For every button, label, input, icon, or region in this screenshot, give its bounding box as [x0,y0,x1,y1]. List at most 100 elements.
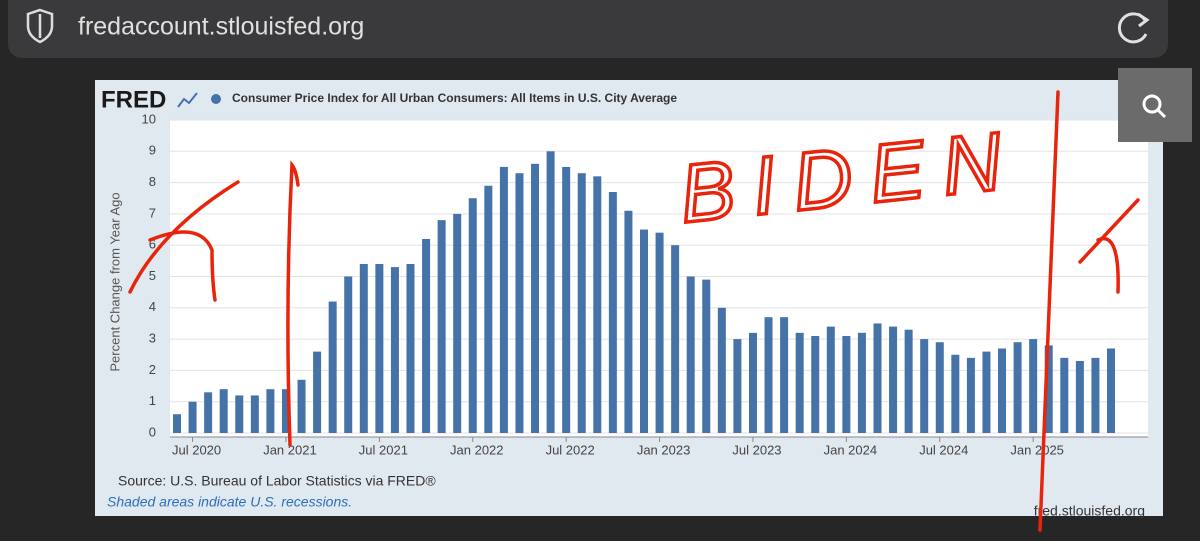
y-tick-label: 5 [149,268,156,283]
bar [406,263,415,433]
bar [375,263,384,433]
bar [733,339,742,433]
bar [219,389,228,433]
y-tick-label: 4 [149,299,156,314]
bar [889,326,898,433]
x-tick-label: Jul 2023 [732,442,781,457]
bar [344,276,353,433]
bar [764,317,773,433]
bar [577,173,586,433]
bar [297,379,306,433]
bar [204,392,213,433]
bar [188,401,197,433]
bar [640,229,648,433]
fred-logo[interactable]: FRED [101,86,166,113]
y-tick-label: 7 [149,205,156,220]
bar [266,389,275,433]
bar [422,238,431,433]
legend-label: Consumer Price Index for All Urban Consu… [232,91,677,105]
bar [281,389,290,433]
bar [1107,348,1115,433]
bar [842,335,851,433]
bar [811,335,820,433]
bar [748,332,757,433]
scribble [286,160,300,447]
logo-icon [177,92,198,108]
y-tick-label: 3 [149,331,156,346]
x-tick-label: Jan 2024 [824,442,878,457]
bar [873,323,882,433]
bar [1075,361,1084,433]
bar [920,339,929,433]
reload-arrow [1137,12,1150,28]
bar [453,213,462,433]
x-tick-label: Jan 2022 [450,442,504,457]
bar [998,348,1007,433]
bar [655,232,664,433]
search-icon-handle [1156,108,1167,119]
y-tick-label: 1 [149,393,156,408]
address-bar[interactable] [8,0,1168,58]
reload-icon[interactable] [1117,12,1148,44]
y-tick-label: 6 [149,237,156,252]
bar [1029,339,1038,433]
bar [717,307,726,433]
bar [624,210,633,433]
bar [235,395,244,433]
bar [608,191,617,433]
bar [546,151,555,434]
bar [313,351,322,433]
bar [966,357,975,433]
shield-icon [26,8,54,44]
x-tick-label: Jan 2021 [263,442,317,457]
bar [562,166,571,433]
scribble [148,230,217,302]
y-tick-label: 8 [149,174,156,189]
x-tick-label: Jul 2020 [172,442,221,457]
bar [468,198,477,433]
bar [499,166,508,433]
x-tick-label: Jul 2021 [359,442,408,457]
y-tick-label: 9 [149,143,156,158]
scribble [1096,236,1120,294]
search-button[interactable] [1118,68,1192,142]
bar [437,220,446,433]
bar [250,395,259,433]
search-icon [1142,94,1162,114]
source: Source: U.S. Bureau of Labor Statistics … [118,473,436,489]
bar [515,173,524,433]
bar [531,163,540,433]
bar [390,267,399,433]
bar [826,326,835,433]
bar [671,245,680,433]
bar [982,351,991,433]
y-axis-label: Percent Change from Year Ago [107,192,122,371]
recession-note[interactable]: Shaded areas indicate U.S. recessions. [107,494,352,510]
bar [173,414,181,433]
scribbles [128,90,1140,532]
bar [593,176,602,433]
bar [795,332,804,433]
bar [1013,342,1022,433]
bar [780,317,789,433]
bar [702,279,711,433]
x-tick-label: Jan 2023 [637,442,691,457]
y-tick-label: 10 [142,111,156,126]
bar [1091,357,1100,433]
bar [857,332,866,433]
site-link[interactable]: fred.stlouisfed.org [1034,503,1145,519]
x-tick-label: Jul 2022 [546,442,595,457]
bar [686,276,695,433]
x-tick-label: Jan 2025 [1010,442,1064,457]
x-tick-label: Jul 2024 [919,442,968,457]
plot: 0 1 2 3 4 5 6 7 8 9 10 Jul 2020 Jan 2021 Jul 2021 Jan … [142,111,1148,457]
scribble [1038,90,1060,532]
url[interactable]: fredaccount.stlouisfed.org [78,13,364,41]
bar [935,342,944,433]
y-tick-label: 0 [149,424,156,439]
bar [904,329,913,433]
bar [951,354,960,433]
bar [1044,345,1053,433]
